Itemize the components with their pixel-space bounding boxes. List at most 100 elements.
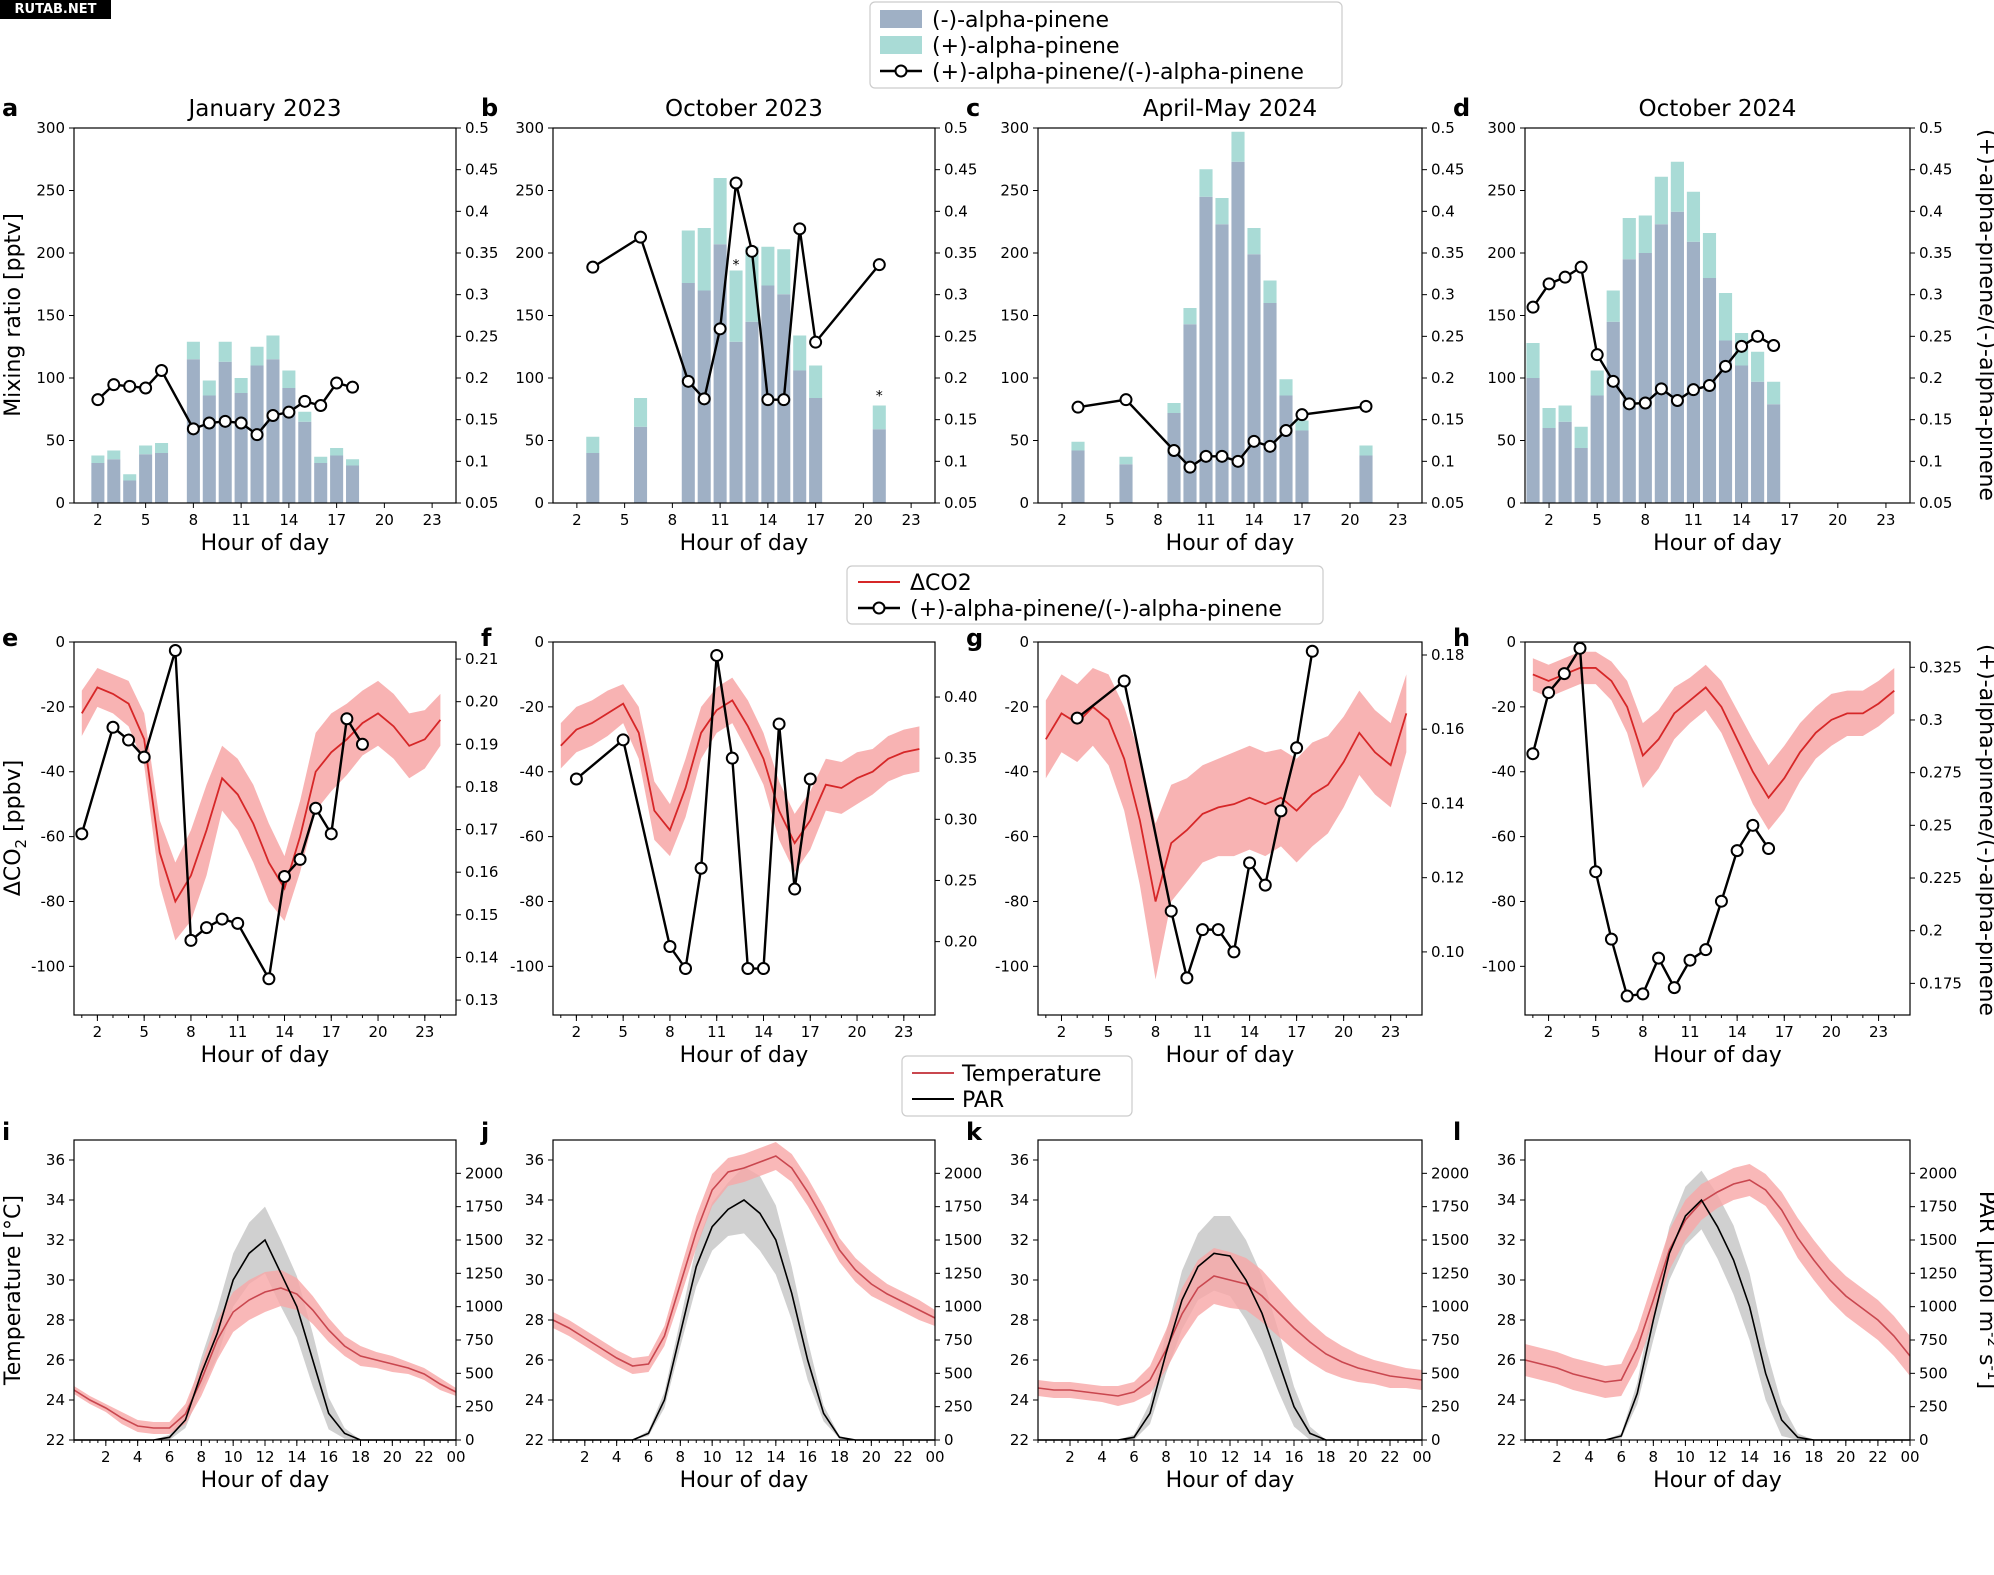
bar-minus-alpha [1751,381,1765,503]
x-tick-label: 2 [580,1448,590,1466]
ratio-point [745,244,759,258]
ratio-point [616,733,630,747]
y-tick-label: -60 [41,828,66,846]
bar-plus-alpha [681,230,695,283]
y2-tick-label: 0.05 [1431,494,1464,512]
ratio-point [139,381,153,395]
y2-tick-label: 0.1 [1919,452,1943,470]
bar-plus-alpha [1071,441,1085,451]
y-tick-label: 100 [36,369,65,387]
y-tick-label: 0 [55,633,65,651]
panel-letter: g [966,624,983,652]
ratio-point [1359,399,1373,413]
x-tick-label: 17 [327,511,346,529]
ratio-point [1702,379,1716,392]
y-tick-label: -80 [1005,892,1030,910]
x-tick-label: 5 [1105,511,1115,529]
bar-plus-alpha [713,178,727,245]
y-tick-label: 150 [515,307,544,325]
x-tick-label: 20 [847,1023,866,1041]
y-tick-label: -40 [41,763,66,781]
panel-g: -100 -80 -60 -40 -20 0 0.10 0.12 0.14 0.16 0.18 2 5 8… [966,624,1464,1068]
y-tick-label: 28 [1497,1311,1516,1329]
bar-minus-alpha [346,465,360,503]
legend-swatch-ratio-marker [872,601,886,615]
y2-tick-label: 0 [1431,1431,1441,1449]
y-tick-label: 250 [515,182,544,200]
bar-minus-alpha [1526,378,1540,503]
y2-tick-label: 0.40 [944,688,977,706]
ratio-point [200,921,214,935]
ratio-point [1620,989,1634,1003]
y-tick-label: 200 [1000,244,1029,262]
bar-minus-alpha [1606,321,1620,503]
x-tick-label: 6 [644,1448,654,1466]
y2-tick-label: 750 [1919,1331,1948,1349]
y-axis-label-delta-co2: ΔCO2 [ppbv] [1,760,30,896]
x-tick-label: 14 [1240,1023,1259,1041]
bar-plus-alpha [314,456,328,463]
x-tick-label: 8 [1153,511,1163,529]
legend-label: (+)-alpha-pinene/(-)-alpha-pinene [910,597,1282,622]
x-tick-label: 2 [1065,1448,1075,1466]
axis-label-sup: -1 [1984,1366,1994,1381]
ratio-point [324,827,338,841]
ratio-line [575,655,812,972]
y-tick-label: 0 [1019,494,1029,512]
y2-tick-label: 0.35 [944,244,977,262]
y2-tick-label: 500 [465,1364,494,1382]
bar-plus-alpha [634,398,648,427]
x-tick-label: 00 [1412,1448,1431,1466]
bar-minus-alpha [1295,430,1309,503]
y2-tick-label: 0.1 [1431,452,1455,470]
panel-title: April-May 2024 [1143,96,1317,122]
x-tick-label: 2 [93,511,103,529]
ratio-point [266,409,280,422]
bar-plus-alpha [1279,379,1293,396]
x-tick-label: 14 [1732,511,1751,529]
ratio-point [309,801,323,815]
panel-letter: i [2,1118,10,1146]
bar-plus-alpha [1702,233,1717,278]
y-tick-label: 32 [525,1231,544,1249]
ratio-point [663,940,677,954]
y2-tick-label: 0.45 [465,161,498,179]
bar-minus-alpha [809,398,823,503]
y-tick-label: 32 [1010,1231,1029,1249]
y2-tick-label: 0.5 [1431,119,1455,137]
x-tick-label: 10 [703,1448,722,1466]
y-tick-label: 26 [1010,1351,1029,1369]
temperature-band [1525,1164,1910,1398]
ratio-line [80,650,364,983]
temperature-line [73,1287,457,1429]
co2-band [1045,667,1407,980]
y2-tick-label: 2000 [1431,1164,1469,1182]
ratio-point [1290,741,1304,755]
y2-tick-label: 0.19 [465,735,498,753]
bar-plus-alpha [186,341,200,360]
y-tick-label: -60 [1492,828,1517,846]
y-tick-label: -40 [1492,763,1517,781]
bar-minus-alpha [1119,464,1133,503]
ratio-point [1183,460,1197,474]
y2-tick-label: 1250 [1919,1264,1957,1282]
ratio-point [1526,300,1540,314]
y2-axis-label-par: PAR [μmol m-2 s-1] [1974,1191,1994,1389]
bar-plus-alpha [809,365,823,398]
significance-marker: * [733,257,740,273]
co2-line [1532,667,1895,800]
bar-plus-alpha [1263,280,1277,303]
y-tick-label: -100 [31,957,65,975]
x-tick-label: 8 [197,1448,207,1466]
panel-c: 0 50 100 150 200 250 300 0.05 0.1 0.15 0.2 0.25 0.3 0… [966,94,1464,556]
bar-plus-alpha [1767,381,1781,405]
ratio-point [729,176,743,190]
x-tick-label: 20 [862,1448,881,1466]
y-axis-label-temperature: Temperature [°C] [1,1195,26,1386]
bar-plus-alpha [1670,161,1684,212]
y-tick-label: 36 [1010,1151,1029,1169]
y2-tick-label: 0.15 [1431,411,1464,429]
x-tick-label: 18 [1804,1448,1823,1466]
bar-plus-alpha [1167,403,1181,413]
bar-plus-alpha [346,459,360,466]
